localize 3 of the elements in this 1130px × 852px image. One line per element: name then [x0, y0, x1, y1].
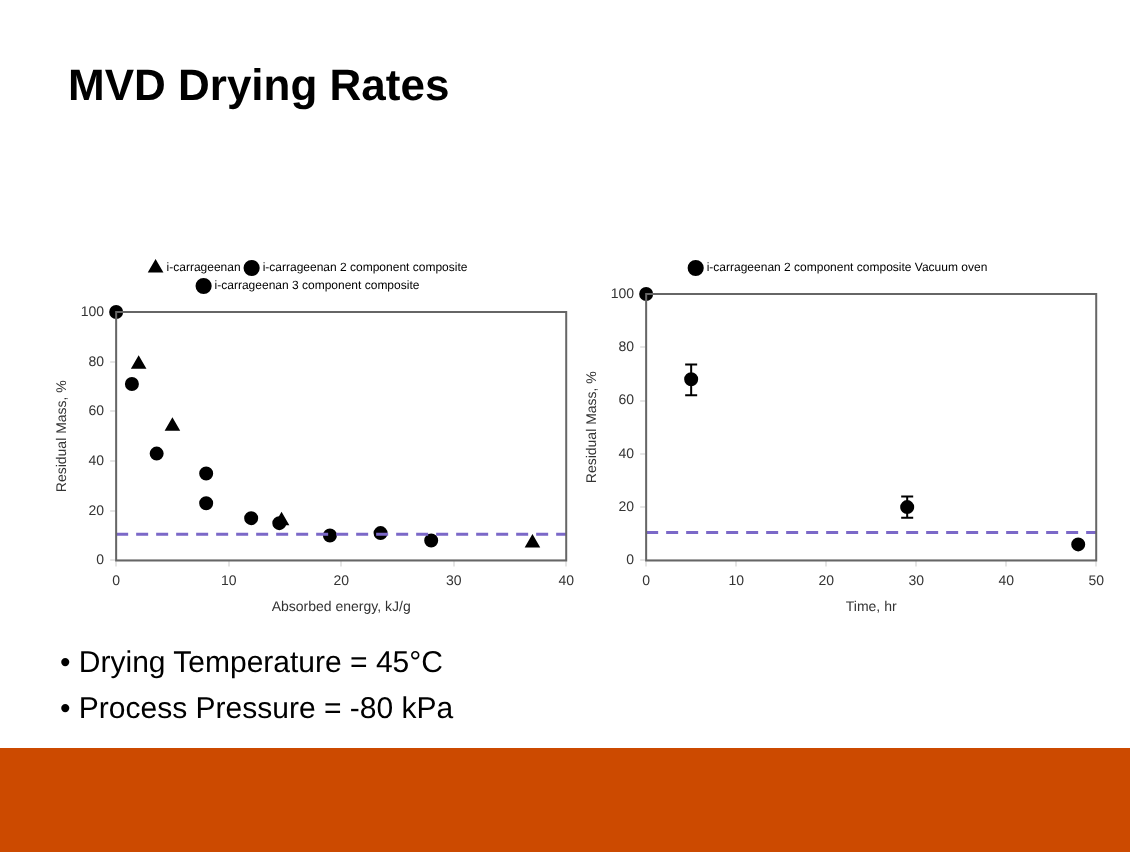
text: • Process Pressure = -80 kPa: [60, 690, 454, 730]
chart-title: MVD Drying Rates: [68, 60, 450, 112]
text: • Drying Temperature = 45°C: [60, 644, 445, 684]
